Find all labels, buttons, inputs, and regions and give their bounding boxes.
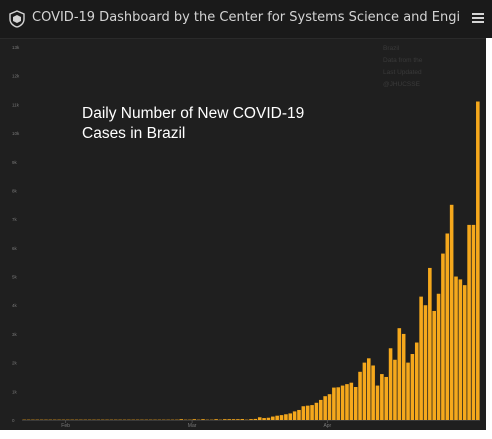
y-tick-label: 1k bbox=[12, 389, 18, 394]
bar[interactable] bbox=[284, 414, 288, 420]
bar[interactable] bbox=[253, 418, 258, 420]
bar[interactable] bbox=[397, 328, 402, 420]
bar[interactable] bbox=[292, 411, 297, 420]
bar[interactable] bbox=[362, 362, 367, 420]
bar[interactable] bbox=[249, 419, 253, 420]
bar[interactable] bbox=[410, 354, 415, 420]
bar[interactable] bbox=[275, 415, 279, 420]
bar[interactable] bbox=[393, 359, 397, 420]
bar[interactable] bbox=[305, 405, 310, 420]
faint-overlay-line: Last Updated bbox=[383, 69, 422, 76]
bar[interactable] bbox=[471, 224, 476, 420]
bar[interactable] bbox=[279, 415, 284, 420]
bar[interactable] bbox=[441, 253, 445, 420]
bar[interactable] bbox=[231, 419, 236, 420]
y-tick-label: 11k bbox=[12, 102, 20, 107]
faint-overlay-line: @JHUCSSE bbox=[383, 81, 421, 88]
bar[interactable] bbox=[414, 342, 419, 420]
bar[interactable] bbox=[266, 417, 271, 420]
bar[interactable] bbox=[192, 419, 197, 420]
chart-title: Daily Number of New COVID-19 Cases in Br… bbox=[82, 105, 309, 142]
faint-overlay-line: Brazil bbox=[383, 45, 400, 52]
bar[interactable] bbox=[423, 305, 428, 420]
bar[interactable] bbox=[445, 233, 450, 421]
bar[interactable] bbox=[214, 419, 218, 420]
bar[interactable] bbox=[406, 362, 410, 420]
y-tick-label: 2k bbox=[12, 361, 18, 366]
bar[interactable] bbox=[319, 399, 323, 420]
bar[interactable] bbox=[349, 382, 354, 420]
bar[interactable] bbox=[380, 374, 384, 420]
bar[interactable] bbox=[458, 279, 463, 420]
bar[interactable] bbox=[223, 419, 227, 420]
bar[interactable] bbox=[467, 224, 471, 420]
y-tick-label: 8k bbox=[12, 188, 18, 193]
bar[interactable] bbox=[371, 365, 375, 420]
bar[interactable] bbox=[366, 358, 371, 420]
y-tick-label: 7k bbox=[12, 217, 18, 222]
bar[interactable] bbox=[476, 101, 480, 420]
bar[interactable] bbox=[345, 384, 349, 420]
y-tick-label: 5k bbox=[12, 275, 18, 280]
y-tick-label: 4k bbox=[12, 303, 18, 308]
bar[interactable] bbox=[262, 418, 266, 420]
bar[interactable] bbox=[288, 413, 293, 420]
y-tick-label: 0 bbox=[12, 418, 15, 423]
bar[interactable] bbox=[310, 405, 314, 420]
bar[interactable] bbox=[297, 409, 301, 420]
y-tick-label: 13k bbox=[12, 45, 20, 50]
bar[interactable] bbox=[388, 348, 393, 420]
chart-area: Brazil Data from the Last Updated @JHUCSSE … bbox=[0, 38, 492, 430]
y-tick-label: 9k bbox=[12, 160, 18, 165]
bar[interactable] bbox=[449, 204, 454, 420]
bar[interactable] bbox=[432, 310, 436, 420]
dashboard-title: COVID-19 Dashboard by the Center for Sys… bbox=[32, 10, 460, 25]
dashboard-header: COVID-19 Dashboard by the Center for Sys… bbox=[0, 0, 492, 39]
bar[interactable] bbox=[327, 394, 332, 420]
y-tick-label: 12k bbox=[12, 74, 20, 79]
bar[interactable] bbox=[340, 385, 345, 420]
bar[interactable] bbox=[462, 285, 467, 420]
bar[interactable] bbox=[236, 419, 240, 420]
bar[interactable] bbox=[179, 419, 183, 420]
bar[interactable] bbox=[419, 296, 423, 420]
faint-overlay-line: Data from the bbox=[383, 57, 423, 64]
bar[interactable] bbox=[332, 387, 336, 420]
bar[interactable] bbox=[401, 333, 406, 420]
bar[interactable] bbox=[336, 387, 341, 420]
bar[interactable] bbox=[358, 371, 362, 420]
bar[interactable] bbox=[428, 267, 432, 420]
y-axis-ticks: 0 1k 2k 3k 4k 5k 6k 7k 8k 9k 10k 11k 12k 13k bbox=[12, 45, 480, 423]
chart-title-line-1: Daily Number of New COVID-19 bbox=[82, 105, 304, 122]
chart-title-line-2: Cases in Brazil bbox=[82, 125, 185, 142]
bar[interactable] bbox=[323, 396, 327, 420]
bottom-edge bbox=[0, 430, 492, 439]
hamburger-menu-icon[interactable] bbox=[470, 9, 488, 27]
faint-overlay-text: Brazil Data from the Last Updated @JHUCSSE bbox=[383, 45, 423, 88]
x-axis-ticks: Feb Mar Apr bbox=[61, 420, 332, 429]
y-tick-label: 3k bbox=[12, 332, 18, 337]
bar[interactable] bbox=[314, 402, 319, 420]
bar[interactable] bbox=[436, 293, 441, 420]
x-tick-label: Feb bbox=[61, 423, 70, 429]
bar[interactable] bbox=[375, 385, 380, 420]
x-tick-label: Mar bbox=[188, 423, 197, 429]
university-seal-icon bbox=[9, 10, 25, 28]
y-tick-label: 10k bbox=[12, 131, 20, 136]
bar[interactable] bbox=[384, 376, 389, 420]
y-tick-label: 6k bbox=[12, 246, 18, 251]
bar[interactable] bbox=[271, 416, 275, 420]
bar[interactable] bbox=[227, 419, 231, 420]
right-edge bbox=[486, 38, 492, 430]
bar[interactable] bbox=[454, 276, 458, 420]
bar[interactable] bbox=[353, 387, 358, 420]
bar-series bbox=[22, 101, 480, 421]
bar[interactable] bbox=[201, 419, 205, 420]
x-tick-label: Apr bbox=[323, 423, 331, 429]
bar[interactable] bbox=[257, 417, 262, 420]
bar[interactable] bbox=[301, 406, 306, 420]
bar[interactable] bbox=[240, 419, 245, 420]
